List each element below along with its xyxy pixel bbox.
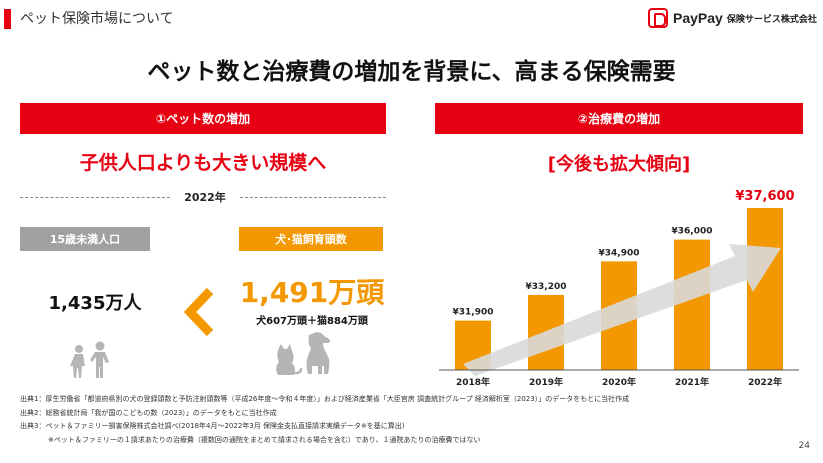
children-population-label: 15歳未満人口 [20,227,150,251]
pet-count-heading: ①ペット数の増加 [20,103,386,134]
dog-and-cat-silhouette-icon [276,332,331,375]
treatment-cost-chart: ¥31,900 2018年 ¥33,200 2019年 ¥34,900 2020年 ¥36,… [439,189,799,388]
footnotes: 出典1：厚生労働省「都道府県別の犬の登録頭数と予防注射頭数等（平成26年度～令和… [20,393,629,447]
value-label-2018年: ¥31,900 [453,308,494,318]
category-label-2020年: 2020年 [602,376,636,388]
logo-subtitle: 保険サービス株式会社 [726,14,817,25]
children-silhouette-icon [70,341,109,378]
trend-arrow [463,244,781,376]
footnote-3-note: ※ペット＆ファミリーの１請求あたりの治療費（複数回の通院をまとめて請求される場合… [20,435,481,444]
slide-title: ペット数と治療費の増加を背景に、高まる保険需要 [147,59,676,85]
less-than-chevron-icon [183,287,214,337]
pet-count-value: 1,491万頭 [239,276,385,309]
pet-count-label: 犬･猫飼育頭数 [239,227,383,251]
paypay-logo: PayPay 保険サービス株式会社 [648,8,817,28]
header-accent-bar [4,9,11,29]
children-population-value: 1,435万人 [48,293,142,314]
year-label: 2022年 [184,191,226,204]
logo-name: PayPay [673,10,723,26]
value-label-2022年: ¥37,600 [735,189,794,204]
footnote-1: 出典1：厚生労働省「都道府県別の犬の登録頭数と予防注射頭数等（平成26年度～令和… [20,395,630,403]
footnote-2: 出典2：総務省統計局「我が国のこどもの数（2023）」のデータをもとに当社作成 [20,408,277,417]
category-label-2022年: 2022年 [748,376,782,388]
page-number: 24 [798,441,810,451]
treatment-cost-heading: ②治療費の増加 [435,103,803,134]
category-label-2021年: 2021年 [675,376,709,388]
value-label-2019年: ¥33,200 [526,282,567,292]
value-label-2021年: ¥36,000 [672,227,713,237]
pet-count-breakdown: 犬607万頭＋猫884万頭 [256,316,368,327]
category-label-2019年: 2019年 [529,376,563,388]
value-label-2020年: ¥34,900 [599,248,640,258]
year-divider-right [240,197,386,198]
footnote-3: 出典3：ペット＆ファミリー損害保険株式会社調べ(2018年4月～2022年3月 … [20,422,405,430]
paypay-logo-icon [648,8,668,28]
page-header-title: ペット保険市場について [20,11,174,27]
category-label-2018年: 2018年 [456,376,490,388]
bar-2021年 [674,239,710,370]
treatment-cost-subheading: [今後も拡大傾向] [547,154,691,175]
year-divider-left [20,197,170,198]
pet-count-subheading: 子供人口よりも大きい規模へ [79,152,327,174]
